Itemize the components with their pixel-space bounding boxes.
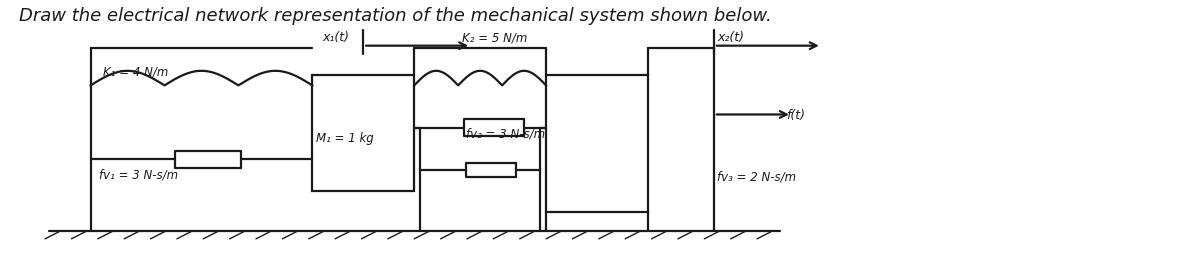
Text: x₂(t): x₂(t) <box>718 31 744 44</box>
Text: fv₁ = 3 N-s/m: fv₁ = 3 N-s/m <box>98 169 178 182</box>
Bar <box>546 75 648 212</box>
Text: Draw the electrical network representation of the mechanical system shown below.: Draw the electrical network representati… <box>19 7 772 25</box>
Text: f(t): f(t) <box>786 109 805 122</box>
Text: K₁ = 4 N/m: K₁ = 4 N/m <box>102 66 168 79</box>
Bar <box>312 75 414 191</box>
Text: K₂ = 5 N/m: K₂ = 5 N/m <box>462 31 528 44</box>
Text: M₁ = 1 kg: M₁ = 1 kg <box>316 132 373 145</box>
Text: fv₃ = 2 N-s/m: fv₃ = 2 N-s/m <box>718 170 797 183</box>
Text: fv₂ = 3 N-s/m: fv₂ = 3 N-s/m <box>466 128 545 141</box>
Text: x₁(t): x₁(t) <box>322 31 349 44</box>
